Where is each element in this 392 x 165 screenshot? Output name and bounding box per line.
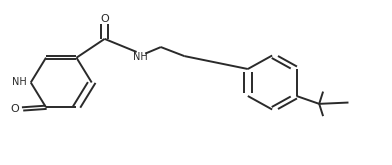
Text: O: O [100, 14, 109, 24]
Text: O: O [10, 104, 19, 114]
Text: NH: NH [12, 77, 26, 87]
Text: NH: NH [133, 51, 148, 62]
